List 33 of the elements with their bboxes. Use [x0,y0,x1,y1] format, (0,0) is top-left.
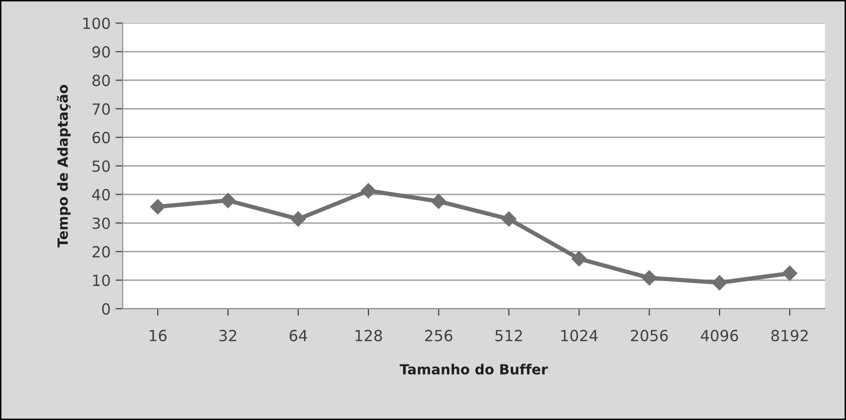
y-axis-title: Tempo de Adaptação [56,84,71,248]
y-tick-label: 10 [93,274,110,286]
y-tick-label: 40 [92,188,110,200]
x-tick-label: 16 [150,330,167,342]
y-tick-label: 50 [92,160,110,172]
point [572,251,587,266]
y-tick-label: 20 [92,246,110,258]
y-tick-label: 60 [92,132,110,144]
y-tick-label: 90 [92,46,110,58]
x-tick-label: 4096 [700,330,738,342]
x-axis-title: Tamanho do Buffer [400,364,548,375]
x-tick-label: 32 [219,330,236,342]
x-tick-label: 2056 [630,330,668,342]
y-tick-label: 0 [102,303,110,315]
point [290,211,306,227]
x-tick-label: 1024 [561,330,598,342]
x-tick-label: 8192 [771,330,808,342]
point [712,275,728,290]
y-tick-label: 80 [92,74,110,86]
point [782,266,798,281]
x-tick-label: 512 [495,330,522,342]
y-tick-label: 30 [92,217,110,230]
point [501,211,516,227]
y-tick-label: 100 [83,18,110,30]
point [150,199,166,214]
y-tick-label: 70 [92,103,110,115]
x-tick-label: 64 [290,330,308,342]
point [642,270,657,286]
x-tick-label: 128 [356,330,382,342]
point [220,192,236,208]
point [431,194,446,209]
x-tick-label: 256 [425,330,452,342]
point [360,183,376,198]
